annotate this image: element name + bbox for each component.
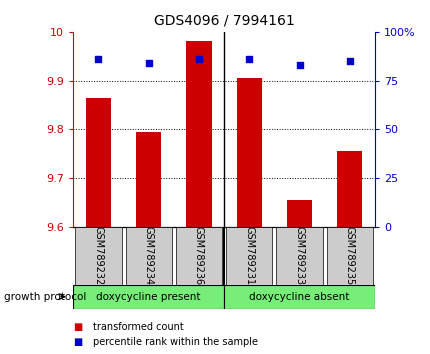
Bar — [125, 227, 172, 285]
Bar — [186, 41, 211, 227]
Bar — [73, 285, 224, 309]
Bar — [276, 227, 322, 285]
Bar — [75, 227, 121, 285]
Text: GSM789231: GSM789231 — [244, 226, 254, 285]
Text: GSM789233: GSM789233 — [294, 226, 304, 285]
Title: GDS4096 / 7994161: GDS4096 / 7994161 — [154, 14, 294, 28]
Text: percentile rank within the sample: percentile rank within the sample — [92, 337, 257, 347]
Text: GSM789232: GSM789232 — [93, 226, 103, 285]
Text: GSM789236: GSM789236 — [194, 226, 203, 285]
Text: GSM789234: GSM789234 — [143, 226, 154, 285]
Bar — [236, 78, 261, 227]
Bar — [224, 285, 374, 309]
Text: ■: ■ — [73, 337, 82, 347]
Bar — [326, 227, 372, 285]
Bar — [226, 227, 272, 285]
Bar — [175, 227, 221, 285]
Bar — [86, 98, 111, 227]
Point — [245, 56, 252, 62]
Text: GSM789235: GSM789235 — [344, 226, 354, 285]
Text: growth protocol: growth protocol — [4, 292, 86, 302]
Bar — [337, 151, 362, 227]
Point — [295, 62, 302, 68]
Point — [346, 58, 353, 64]
Bar — [286, 200, 311, 227]
Bar — [136, 132, 161, 227]
Text: doxycycline absent: doxycycline absent — [249, 292, 349, 302]
Text: ■: ■ — [73, 322, 82, 332]
Point — [95, 56, 101, 62]
Text: transformed count: transformed count — [92, 322, 183, 332]
Point — [195, 56, 202, 62]
Point — [145, 60, 152, 66]
Text: doxycycline present: doxycycline present — [96, 292, 200, 302]
